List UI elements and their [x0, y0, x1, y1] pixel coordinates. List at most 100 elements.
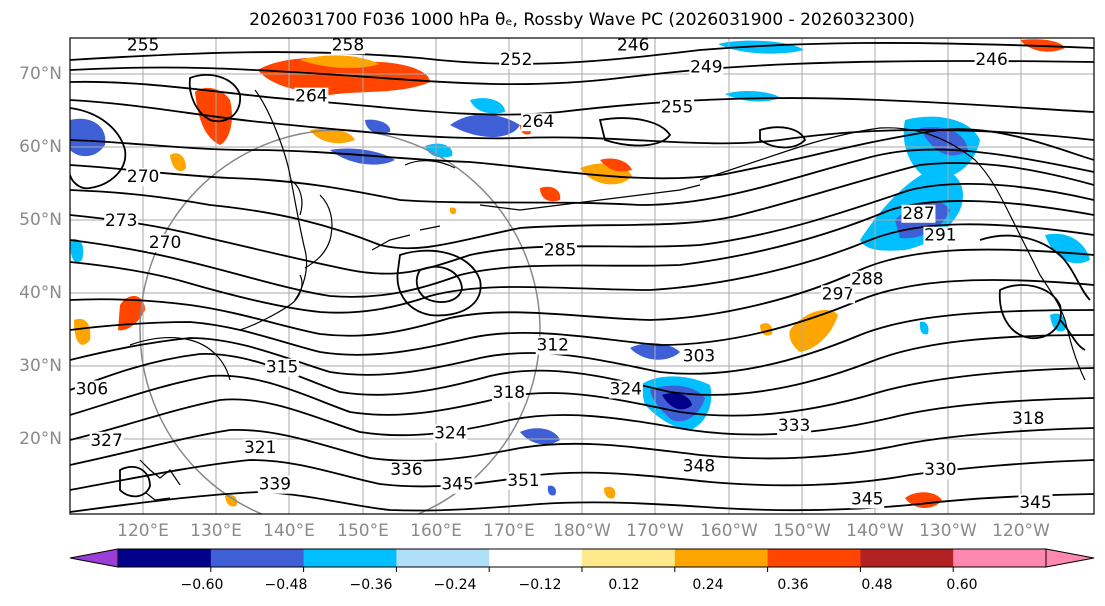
contour-label: 246 [975, 50, 1007, 70]
lat-label-50n: 50°N [19, 210, 62, 230]
colorbar-tick-label: −0.36 [349, 577, 393, 593]
map-plot-area: 255 258 246 252 249 246 264 255 264 270 273 270 285 2… [70, 35, 1094, 514]
contour-label-background [682, 457, 717, 476]
lon-label-130e: 130°E [190, 521, 242, 541]
contour-label-background [294, 87, 329, 106]
colorbar-segment [953, 549, 1047, 567]
contour-label: 339 [259, 475, 291, 495]
contour-label: 348 [683, 456, 715, 476]
lon-label-160w: 160°W [700, 521, 758, 541]
contour-label-background [1018, 494, 1053, 513]
colorbar-tick-label: 0.48 [861, 577, 893, 593]
contour-label: 351 [507, 471, 539, 491]
contour-label-background [89, 431, 124, 450]
anomaly-orange-kamchatka-north [258, 57, 430, 95]
contour-label: 324 [434, 423, 466, 443]
contour-label-background [923, 226, 958, 245]
lat-label-20n: 20°N [19, 429, 62, 449]
contour-label: 246 [617, 35, 649, 55]
colorbar-segment [210, 549, 305, 567]
contour-label-background [389, 461, 424, 480]
contour-label-background [257, 475, 292, 494]
contour-label: 312 [537, 336, 569, 356]
colorbar-tick-label: 0.36 [777, 577, 809, 593]
colorbar-tick-label: 0.24 [692, 577, 724, 593]
map-title: 2026031700 F036 1000 hPa θₑ, Rossby Wave… [249, 10, 915, 30]
colorbar [69, 548, 1095, 572]
contour-label: 255 [127, 35, 159, 55]
contour-label-background [126, 38, 161, 55]
contour-label-background [535, 336, 570, 355]
colorbar-tick-label: −0.12 [518, 577, 562, 593]
colorbar-left-extend [69, 548, 119, 568]
contour-label: 264 [522, 112, 554, 132]
colorbar-tick-label: −0.24 [433, 577, 477, 593]
lon-label-120e: 120°E [117, 521, 169, 541]
contour-label-background [499, 50, 534, 69]
contour-label-background [506, 472, 541, 491]
lon-label-180w: 180°W [553, 521, 611, 541]
contour-label: 303 [683, 347, 715, 367]
contour-labels: 255 258 246 252 249 246 264 255 264 270 273 270 285 2… [74, 35, 1053, 513]
contour-label: 297 [822, 284, 854, 304]
contour-label: 345 [851, 489, 883, 509]
colorbar-tick-label: −0.48 [264, 577, 308, 593]
lat-label-40n: 40°N [19, 283, 62, 303]
contour-label: 324 [610, 380, 642, 400]
lon-label-140w: 140°W [846, 521, 904, 541]
contour-label-background [608, 380, 643, 399]
colorbar-segment [582, 549, 676, 567]
lon-label-160e: 160°E [410, 521, 462, 541]
contour-label-background [923, 461, 958, 480]
colorbar-right-extend [1045, 548, 1095, 568]
contour-label-background [682, 347, 717, 366]
lat-label-30n: 30°N [19, 356, 62, 376]
contour-label-background [616, 38, 651, 55]
contour-label-background [974, 50, 1009, 69]
contour-label-background [330, 38, 365, 55]
contour-label: 333 [778, 416, 810, 436]
contour-label: 318 [1012, 409, 1044, 429]
contour-label-background [433, 424, 468, 443]
colorbar-tick-label: −0.60 [180, 577, 224, 593]
contour-label: 345 [441, 475, 473, 495]
lon-label-130w: 130°W [919, 521, 977, 541]
contour-label: 288 [851, 270, 883, 290]
contour-label-background [777, 417, 812, 436]
contour-label: 345 [1019, 493, 1051, 513]
lon-label-150w: 150°W [773, 521, 831, 541]
colorbar-tick-label: 0.60 [946, 577, 978, 593]
contour-label-background [265, 358, 300, 377]
contour-label: 330 [924, 460, 956, 480]
map-frame [69, 37, 1095, 515]
contour-label: 285 [544, 240, 576, 260]
lat-label-60n: 60°N [19, 137, 62, 157]
contour-label: 318 [493, 383, 525, 403]
lon-label-140e: 140°E [263, 521, 315, 541]
contour-label: 336 [390, 460, 422, 480]
colorbar-segment [767, 549, 861, 567]
contour-label: 291 [924, 226, 956, 246]
colorbar-tick-label: 0.12 [608, 577, 640, 593]
contour-label: 249 [690, 57, 722, 77]
contour-label-background [689, 58, 724, 77]
contour-label-background [821, 285, 855, 304]
contour-label-background [850, 490, 885, 509]
contour-label: 270 [127, 167, 159, 187]
contour-label-background [104, 212, 139, 231]
contour-label-background [1011, 409, 1046, 428]
contour-label-background [148, 234, 183, 253]
colorbar-segment [674, 549, 769, 567]
contour-label: 258 [332, 35, 364, 55]
contour-label-background [440, 475, 475, 494]
colorbar-segment [303, 549, 397, 567]
contour-label-background [243, 439, 278, 458]
contour-label-background [491, 384, 526, 403]
contour-label: 327 [90, 431, 122, 451]
coastlines [129, 89, 1086, 501]
contour-label-background [850, 270, 885, 289]
lon-label-170e: 170°E [483, 521, 535, 541]
colorbar-segment [860, 549, 954, 567]
contour-label-background [660, 98, 695, 117]
